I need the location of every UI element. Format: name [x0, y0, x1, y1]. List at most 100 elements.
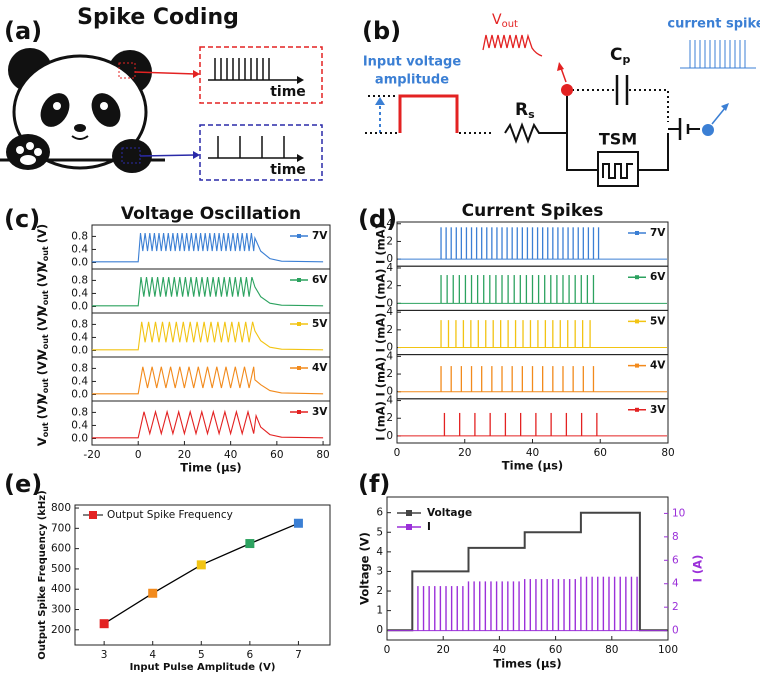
vout-main: V — [492, 12, 502, 28]
point — [196, 560, 206, 570]
trace — [92, 409, 324, 439]
legend-marker — [297, 234, 301, 238]
y-axis-label: Vout (V) — [35, 312, 50, 358]
legend-label: Voltage — [427, 507, 472, 519]
x-tick-label: 20 — [437, 644, 450, 656]
x-tick-label: 60 — [270, 449, 283, 461]
y-tick-label: 1 — [376, 605, 383, 617]
legend-marker — [297, 278, 301, 282]
plot-frame — [386, 496, 669, 641]
chart-title: Voltage Oscillation — [121, 204, 301, 224]
y-axis-label: Vout (V) — [35, 268, 50, 314]
y-tick-label: 300 — [51, 603, 71, 615]
y-tick-label: 0.0 — [71, 256, 88, 268]
panda — [0, 48, 200, 173]
y-tick-label: 0.8 — [71, 230, 88, 242]
y-axis-label: Vout (V) — [35, 356, 50, 402]
y-tick-label: 4 — [386, 262, 393, 274]
x-tick-label: 40 — [526, 447, 539, 459]
x-tick-label: 80 — [316, 449, 329, 461]
subplot-frame — [91, 356, 331, 402]
legend-label: Output Spike Frequency — [107, 509, 233, 521]
y-tick-label: 0 — [386, 386, 393, 398]
y-axis-label: I (mA) — [374, 357, 388, 397]
y-tick-label: 5 — [376, 526, 383, 538]
input-label: Input voltage — [363, 55, 462, 70]
x-tick-label: 80 — [605, 644, 618, 656]
panel-label: (b) — [362, 17, 401, 45]
y-label-sub: out — [41, 378, 50, 393]
x-tick-label: 0 — [135, 449, 142, 461]
y-label-unit: (V) — [35, 356, 49, 375]
legend-marker — [406, 524, 412, 530]
y-axis-label: Vout (V) — [35, 224, 50, 270]
y-label-sub: out — [41, 334, 50, 349]
x-tick-label: 80 — [661, 447, 674, 459]
x-tick-label: 7 — [295, 649, 302, 661]
legend-marker — [297, 410, 301, 414]
legend-marker — [297, 322, 301, 326]
cp-sub: p — [622, 53, 630, 66]
legend-label: 4V — [312, 362, 328, 374]
y-tick-label: 6 — [672, 554, 679, 566]
y-label-unit: (V) — [35, 312, 49, 331]
subplot-frame — [91, 312, 331, 358]
y-tick-label: 3 — [376, 565, 383, 577]
x-tick-label: 6 — [247, 649, 254, 661]
y-label-unit: (V) — [35, 224, 49, 243]
chart-title: Current Spikes — [462, 201, 604, 221]
rs-sub: s — [528, 108, 535, 121]
x-tick-label: 20 — [178, 449, 191, 461]
y-tick-label: 0 — [386, 297, 393, 309]
y-tick-label: 2 — [386, 324, 393, 336]
x-tick-label: -20 — [83, 449, 100, 461]
y-tick-label: 0.8 — [71, 318, 88, 330]
x-tick-label: 100 — [658, 644, 678, 656]
legend-label: 7V — [312, 230, 328, 242]
legend-marker — [406, 510, 412, 516]
y-tick-label: 0.0 — [71, 344, 88, 356]
y-label-main: V — [35, 261, 49, 270]
y-tick-label: 0.0 — [71, 432, 88, 444]
trace — [92, 233, 324, 263]
legend-label: 5V — [650, 315, 666, 327]
spike-train-sparse — [199, 124, 323, 181]
x-tick-label: 0 — [394, 447, 401, 459]
circuit — [365, 40, 756, 187]
x-axis-label: Input Pulse Amplitude (V) — [130, 662, 276, 673]
y-label-main: V — [35, 393, 49, 402]
legend-marker — [297, 366, 301, 370]
y-tick-label: 0.4 — [71, 331, 88, 343]
y-axis-label: I (mA) — [374, 268, 388, 308]
y-label-main: V — [35, 305, 49, 314]
y-tick-label: 0 — [672, 625, 679, 637]
y-label-unit: (V) — [35, 400, 49, 419]
y-tick-label: 0.4 — [71, 419, 88, 431]
point — [293, 518, 303, 528]
trend-line — [103, 522, 299, 625]
y-tick-label: 4 — [376, 546, 383, 558]
y-axis-label: Output Spike Frequency (kHz) — [37, 490, 48, 659]
y-tick-label: 4 — [672, 578, 679, 590]
legend-label: 5V — [312, 318, 328, 330]
diagram-title: Spike Coding — [77, 5, 239, 30]
y-tick-label: 0.8 — [71, 274, 88, 286]
legend-label: 3V — [312, 406, 328, 418]
y-label-main: V — [35, 437, 49, 446]
rs-label: Rs — [515, 100, 535, 121]
subplot-frame — [91, 400, 331, 446]
y-tick-label: 500 — [51, 563, 71, 575]
x-tick-label: 60 — [594, 447, 607, 459]
y-tick-label: 0 — [386, 342, 393, 354]
y-tick-label: 400 — [51, 583, 71, 595]
y-tick-label: 6 — [376, 507, 383, 519]
subplot-frame — [91, 224, 331, 270]
y-tick-label: 4 — [386, 306, 393, 318]
spike-train-dense — [199, 46, 323, 104]
y-tick-label: 0 — [386, 253, 393, 265]
x-tick-label: 5 — [198, 649, 205, 661]
y-label-sub: out — [41, 246, 50, 261]
y-tick-label: 8 — [672, 531, 679, 543]
